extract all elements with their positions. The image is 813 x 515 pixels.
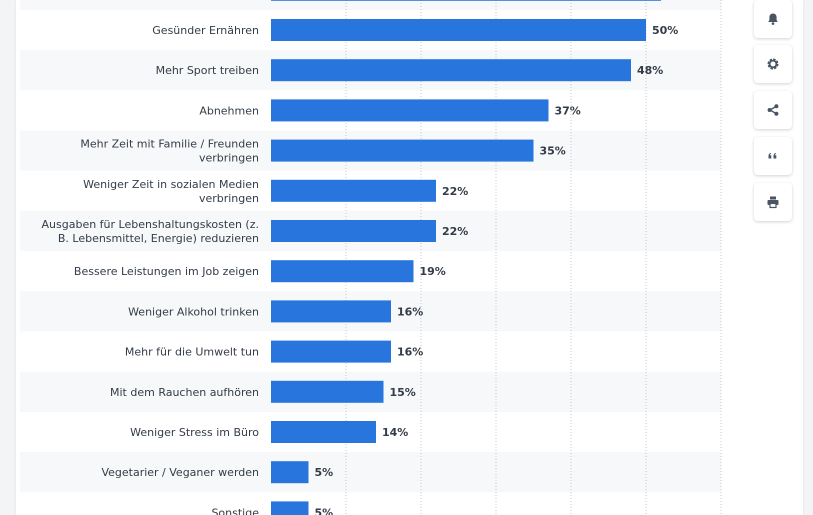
bar[interactable]: [271, 380, 384, 403]
bell-icon: [768, 13, 778, 25]
bar[interactable]: [271, 461, 309, 484]
value-label: 35%: [540, 145, 566, 158]
share-button[interactable]: [754, 91, 792, 129]
category-label: B. Lebensmittel, Energie) reduzieren: [58, 232, 259, 245]
notification-button[interactable]: [754, 0, 792, 38]
category-label: verbringen: [199, 152, 259, 165]
value-label: 5%: [315, 506, 334, 515]
bar[interactable]: [271, 260, 414, 283]
value-label: 22%: [442, 225, 468, 238]
value-label: 48%: [637, 64, 663, 77]
bar[interactable]: [271, 220, 436, 242]
value-label: 16%: [397, 305, 423, 318]
category-label: Abnehmen: [199, 104, 259, 117]
value-label: 14%: [382, 426, 408, 439]
category-label: Mehr Zeit mit Familie / Freunden: [80, 138, 259, 151]
bar[interactable]: [271, 501, 309, 515]
value-label: 15%: [390, 386, 416, 399]
bar[interactable]: [271, 421, 376, 443]
print-icon: [767, 196, 779, 209]
category-label: Ausgaben für Lebenshaltungskosten (z.: [42, 218, 259, 231]
value-label: 22%: [442, 185, 468, 198]
category-label: Weniger Zeit in sozialen Medien: [83, 178, 259, 191]
row-stripe: [20, 0, 721, 10]
category-label: verbringen: [199, 192, 259, 205]
value-label: 50%: [652, 24, 678, 37]
category-label: Mit dem Rauchen aufhören: [110, 386, 259, 399]
value-label: 37%: [555, 104, 581, 117]
value-label: 19%: [420, 265, 446, 278]
category-label: Weniger Stress im Büro: [130, 426, 259, 439]
bar[interactable]: [271, 59, 631, 82]
bar[interactable]: [271, 179, 436, 202]
share-icon: [767, 104, 779, 116]
settings-button[interactable]: [754, 45, 792, 83]
bar[interactable]: [271, 340, 391, 363]
quote-icon: [768, 152, 777, 159]
value-label: 5%: [315, 466, 334, 479]
gear-icon: [767, 58, 779, 70]
value-label: 16%: [397, 346, 423, 359]
category-label: Mehr Sport treiben: [156, 64, 259, 77]
row-stripe: [20, 452, 721, 493]
bar[interactable]: [271, 300, 391, 323]
bar[interactable]: [271, 99, 549, 122]
bar[interactable]: [271, 19, 646, 41]
bar[interactable]: [271, 139, 534, 162]
category-label: Vegetarier / Veganer werden: [101, 466, 259, 479]
cite-button[interactable]: [754, 137, 792, 175]
category-label: Bessere Leistungen im Job zeigen: [74, 265, 259, 278]
print-button[interactable]: [754, 183, 792, 221]
bar-partial[interactable]: [271, 0, 661, 1]
category-label: Weniger Alkohol trinken: [128, 305, 259, 318]
category-label: Mehr für die Umwelt tun: [125, 346, 259, 359]
category-label: Sonstige: [211, 506, 259, 515]
category-label: Gesünder Ernähren: [152, 24, 259, 37]
